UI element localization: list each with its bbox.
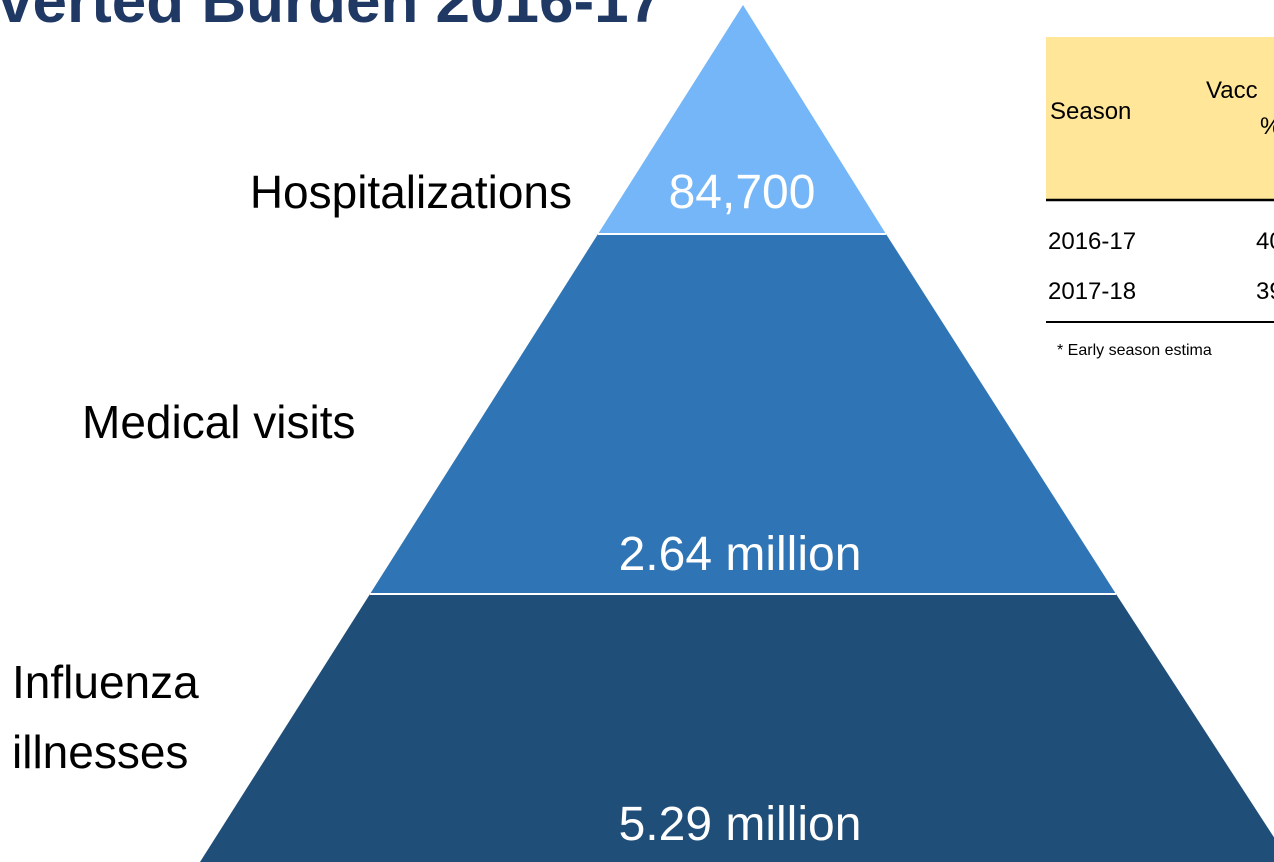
pyramid-bottom [200, 594, 1274, 862]
level-label: illnesses [12, 726, 188, 778]
table-footnote: * Early season estima [1057, 342, 1212, 359]
table-cell: 40 [1256, 228, 1274, 255]
table-header: % [1260, 113, 1274, 140]
table-header: Season [1050, 98, 1131, 125]
pyramid-top [598, 5, 886, 234]
level-label: Influenza [12, 656, 199, 708]
level-label: Medical visits [82, 396, 356, 448]
level-value: 5.29 million [619, 798, 862, 851]
table-cell: 39 [1256, 278, 1274, 305]
table-cell: 2017-18 [1048, 278, 1136, 305]
pyramid-middle [370, 234, 1116, 594]
level-label: Hospitalizations [250, 166, 572, 218]
table-header: Vacc [1206, 77, 1258, 104]
level-value: 2.64 million [619, 528, 862, 581]
table-header-bg [1046, 37, 1274, 200]
table-cell: 2016-17 [1048, 228, 1136, 255]
level-value: 84,700 [669, 166, 816, 219]
slide-title: verted Burden 2016-17 [0, 0, 663, 36]
